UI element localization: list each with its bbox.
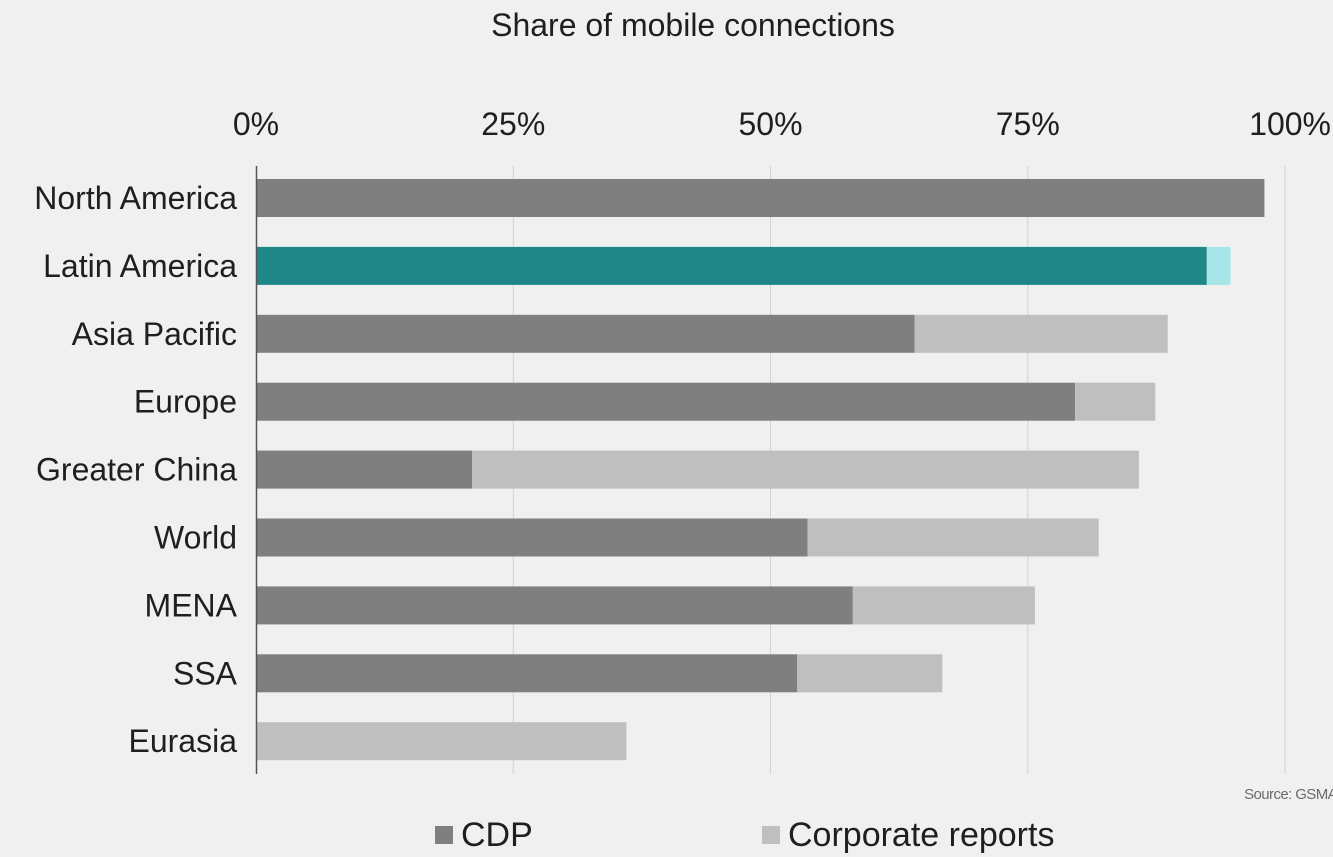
bar-latin-america-corporate-reports [1206, 246, 1231, 285]
legend-label-corporate-reports: Corporate reports [788, 815, 1055, 854]
legend-label-cdp: CDP [461, 815, 533, 854]
bar-greater-china-corporate-reports [472, 450, 1139, 489]
category-label-world: World [154, 520, 237, 556]
bars [256, 179, 1265, 761]
chart-title: Share of mobile connections [491, 7, 895, 43]
legend-item-cdp: CDP [435, 815, 533, 854]
bar-ssa-cdp [256, 654, 798, 693]
x-tick-label: 50% [738, 106, 802, 142]
bar-world-cdp [256, 518, 808, 557]
x-axis-tick-labels: 0% 25% 50% 75% 100% [233, 106, 1331, 142]
legend-swatch-cdp [435, 826, 453, 844]
x-tick-label: 0% [233, 106, 279, 142]
category-label-ssa: SSA [173, 655, 238, 691]
source-note: Source: GSMA [1244, 786, 1333, 803]
category-label-greater-china: Greater China [36, 452, 237, 488]
bar-mena-corporate-reports [852, 586, 1035, 625]
x-tick-label: 75% [996, 106, 1060, 142]
bar-world-corporate-reports [807, 518, 1099, 557]
category-label-latin-america: Latin America [43, 248, 237, 284]
bar-europe-corporate-reports [1075, 382, 1156, 421]
legend-swatch-corporate-reports [762, 826, 780, 844]
legend-item-corporate-reports: Corporate reports [762, 815, 1055, 854]
x-tick-label: 100% [1249, 106, 1331, 142]
bar-asia-pacific-cdp [256, 314, 915, 353]
bar-greater-china-cdp [256, 450, 473, 489]
bar-latin-america-cdp [256, 246, 1207, 285]
x-tick-label: 25% [481, 106, 545, 142]
category-label-eurasia: Eurasia [129, 723, 238, 759]
bar-asia-pacific-corporate-reports [914, 314, 1168, 353]
bar-mena-cdp [256, 586, 853, 625]
bar-eurasia-corporate-reports [256, 722, 627, 761]
category-label-europe: Europe [134, 384, 237, 420]
category-label-north-america: North America [34, 180, 237, 216]
bar-north-america-cdp [256, 179, 1265, 217]
category-label-mena: MENA [145, 587, 238, 623]
bar-ssa-corporate-reports [797, 654, 943, 693]
bar-europe-cdp [256, 382, 1076, 421]
category-label-asia-pacific: Asia Pacific [72, 316, 237, 352]
category-labels: North America Latin America Asia Pacific Eu… [34, 180, 237, 759]
